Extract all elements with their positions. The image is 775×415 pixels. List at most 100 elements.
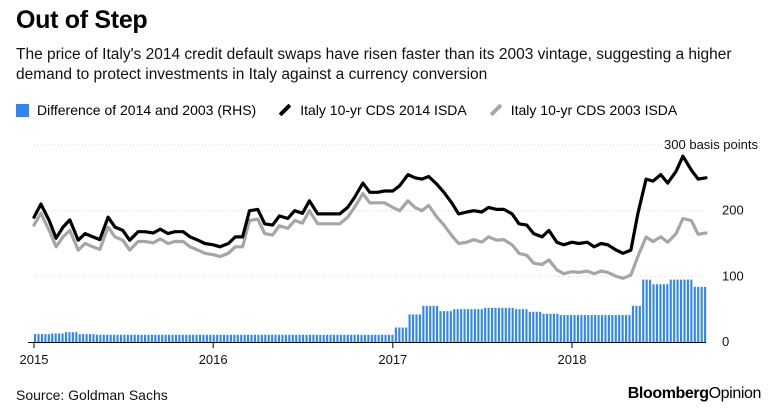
difference-bar-2 [40,334,44,342]
legend-label-difference: Difference of 2014 and 2003 (RHS) [37,102,257,118]
legend-item-cds-2014: Italy 10-yr CDS 2014 ISDA [278,102,467,118]
difference-bar-169 [614,315,617,342]
difference-bar-57 [229,334,232,342]
difference-bar-75 [291,334,294,342]
difference-bar-97 [367,334,370,342]
brand-bold: Bloomberg [627,385,709,402]
difference-bar-153 [559,315,562,342]
difference-bar-194 [700,286,703,342]
difference-bar-73 [284,334,287,342]
difference-bar-107 [401,327,404,342]
difference-bar-53 [216,334,219,342]
difference-bar-126 [466,309,470,342]
difference-bar-69 [271,334,274,342]
difference-bar-51 [209,334,212,342]
difference-bar-13 [78,334,81,342]
difference-bar-183 [662,284,665,342]
difference-bar-16 [88,334,92,342]
brand-thin: Opinion [708,385,762,402]
difference-bar-117 [436,305,439,342]
difference-bar-35 [154,334,157,342]
difference-bar-28 [130,334,133,342]
difference-bar-93 [353,334,356,342]
bloomberg-opinion-logo: BloombergOpinion [627,385,762,403]
difference-bar-32 [143,334,147,342]
difference-bar-22 [109,334,112,342]
difference-bar-134 [494,307,497,342]
difference-bar-12 [75,332,78,342]
difference-bar-121 [449,311,452,342]
difference-bar-61 [243,334,246,342]
difference-bar-150 [549,313,552,342]
legend-swatch-difference [16,103,29,117]
difference-bar-46 [192,334,195,342]
difference-bar-63 [250,334,253,342]
difference-bar-173 [628,315,631,342]
difference-bar-158 [576,315,580,342]
difference-bar-43 [181,334,184,342]
difference-bar-49 [202,334,205,342]
difference-bar-71 [277,334,281,342]
difference-bar-188 [679,279,683,342]
difference-bar-156 [570,315,573,342]
difference-bar-142 [521,309,525,342]
difference-bar-52 [212,334,215,342]
difference-bar-76 [295,334,298,342]
difference-bar-144 [528,311,531,342]
difference-bar-105 [394,327,397,342]
difference-bar-108 [405,327,408,342]
difference-bar-152 [556,313,559,342]
difference-bar-62 [247,334,250,342]
difference-bar-171 [621,315,624,342]
difference-bar-130 [480,309,483,342]
difference-bar-180 [652,284,655,342]
line-cds-2003 [32,192,708,280]
difference-bar-67 [264,334,267,342]
difference-bar-99 [374,334,377,342]
difference-bar-0 [34,334,37,342]
difference-bar-138 [508,307,511,342]
difference-bar-159 [580,315,583,342]
difference-bar-86 [329,334,332,342]
difference-bar-139 [511,307,514,342]
difference-bar-77 [298,334,301,342]
difference-bar-9 [64,332,68,342]
difference-bar-133 [490,307,494,342]
difference-bar-167 [607,315,610,342]
difference-bar-23 [113,334,116,342]
legend-item-cds-2003: Italy 10-yr CDS 2003 ISDA [489,102,677,118]
difference-bar-155 [566,315,569,342]
difference-bar-187 [676,279,679,342]
difference-bar-111 [415,314,418,342]
difference-bar-27 [126,334,129,342]
difference-bar-106 [398,327,401,342]
difference-bar-19 [99,334,102,342]
difference-bar-44 [185,334,188,342]
difference-bar-78 [302,334,305,342]
difference-bar-31 [140,334,143,342]
difference-bar-65 [257,334,260,342]
difference-bar-68 [267,334,270,342]
difference-bar-145 [532,311,535,342]
difference-bar-15 [85,334,88,342]
difference-bar-64 [253,334,257,342]
difference-bar-127 [470,309,473,342]
difference-bar-124 [460,309,463,342]
difference-bar-186 [673,279,676,342]
difference-bar-147 [539,311,542,342]
difference-bar-157 [573,315,576,342]
difference-bar-66 [260,334,263,342]
difference-bar-151 [552,313,555,342]
y-tick-label-200: 200 [722,203,744,218]
difference-bar-136 [501,307,504,342]
difference-bar-160 [583,315,586,342]
difference-bar-72 [281,334,284,342]
y-tick-label-100: 100 [722,268,744,283]
y-axis-labels: 0 100 200 300 basis points [664,137,758,349]
difference-bar-79 [305,334,308,342]
difference-bar-95 [360,334,363,342]
difference-bar-21 [106,334,109,342]
difference-bar-116 [432,305,435,342]
difference-bar-55 [222,334,226,342]
